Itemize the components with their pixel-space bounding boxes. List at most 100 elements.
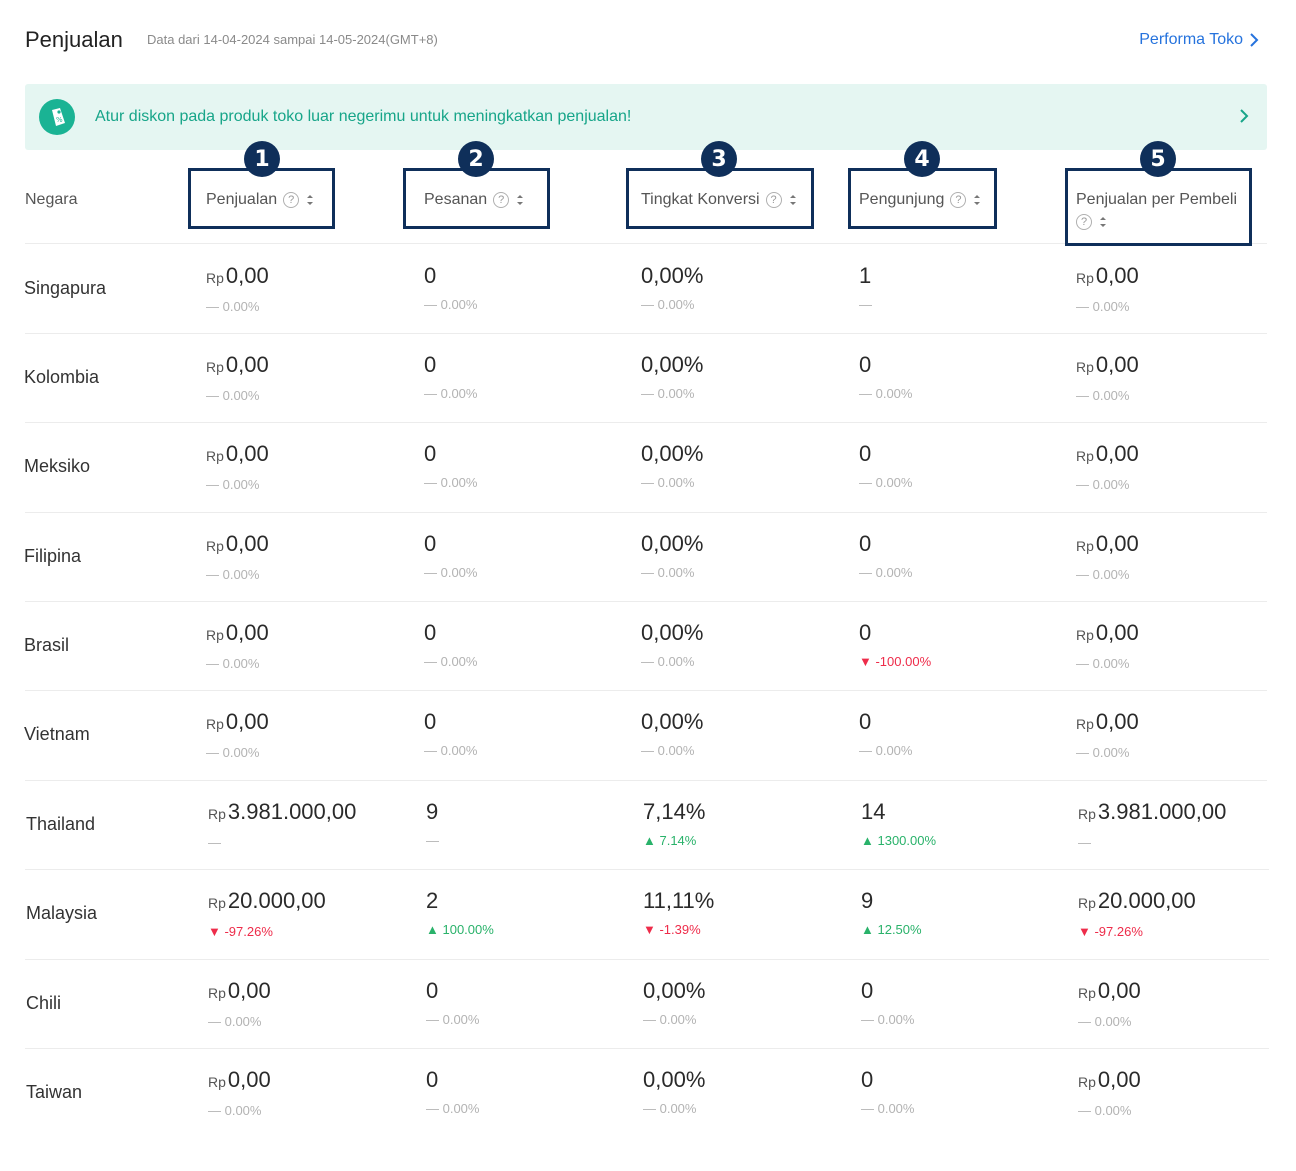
change-indicator: — 0.00% — [859, 743, 913, 758]
metric-number: 0,00 — [1095, 441, 1139, 466]
country-name: Thailand — [26, 814, 96, 834]
help-icon[interactable]: ? — [283, 192, 300, 208]
metric-number: 0 — [859, 709, 872, 734]
metric-number: 0,00 — [227, 978, 271, 1003]
currency-label: Rp — [1076, 627, 1094, 643]
metric-value: Rp3.981.000,00 — [1078, 799, 1226, 827]
metric-value: Rp0,00 — [1078, 1067, 1141, 1095]
metric-number: 0 — [424, 620, 437, 645]
currency-label: Rp — [1078, 985, 1096, 1001]
metric-number: 0 — [424, 441, 437, 466]
visitors-cell: 14 ▲ 1300.00% — [861, 799, 936, 849]
metric-number: 0 — [426, 1067, 439, 1092]
currency-label: Rp — [208, 1074, 226, 1090]
column-label: Penjualan — [206, 191, 278, 208]
metric-number: 0 — [861, 978, 874, 1003]
metric-value: 0 — [861, 1067, 914, 1093]
metric-number: 1 — [859, 263, 872, 288]
orders-cell: 0 — 0.00% — [424, 531, 477, 581]
change-indicator: — 0.00% — [206, 567, 260, 582]
metric-value: 0 — [859, 531, 912, 557]
currency-label: Rp — [208, 985, 226, 1001]
metric-number: 0,00% — [643, 978, 706, 1003]
column-label: Tingkat Konversi — [641, 191, 760, 208]
change-indicator: ▲ 7.14% — [643, 833, 697, 848]
metric-value: 0,00% — [641, 352, 703, 378]
change-indicator: ▼ -100.00% — [859, 654, 932, 669]
chevron-right-icon — [1250, 33, 1259, 47]
metric-number: 0,00 — [1095, 709, 1139, 734]
table-row: Vietnam Rp0,00— 0.00% 0— 0.00% 0,00% — 0.00%… — [24, 691, 1267, 781]
sales-cell: Rp0,00 — 0.00% — [206, 352, 269, 404]
table-row: Brasil Rp0,00— 0.00% 0— 0.00% 0,00% — 0.00% 0… — [24, 602, 1267, 691]
visitors-cell: 0 ▼ -100.00% — [859, 620, 931, 670]
sort-icon[interactable] — [515, 193, 525, 207]
metric-number: 2 — [426, 888, 439, 913]
orders-cell: 0 — 0.00% — [426, 978, 479, 1028]
metric-number: 0 — [424, 263, 437, 288]
sales-cell: Rp0,00 — 0.00% — [206, 441, 269, 493]
visitors-cell: 0 — 0.00% — [859, 441, 912, 491]
annotation-box-1 — [188, 168, 335, 229]
metric-number: 0,00% — [641, 441, 704, 466]
sort-icon[interactable] — [972, 193, 982, 207]
country-name: Vietnam — [24, 724, 90, 744]
help-icon[interactable]: ? — [950, 192, 967, 208]
change-indicator: — 0.00% — [1076, 299, 1130, 314]
annotation-box-3 — [626, 168, 814, 229]
conversion-cell: 0,00% — 0.00% — [641, 263, 703, 313]
metric-number: 0,00 — [1097, 978, 1141, 1003]
column-header-sales[interactable]: Penjualan ? — [206, 190, 315, 210]
country-name: Kolombia — [24, 367, 100, 387]
change-indicator: — 0.00% — [641, 386, 695, 401]
metric-number: 0,00% — [641, 352, 704, 377]
metric-value: 0 — [424, 263, 477, 289]
orders-cell: 9— — [426, 799, 439, 849]
change-indicator: — 0.00% — [426, 1101, 480, 1116]
column-header-visitors[interactable]: Pengunjung ? — [859, 190, 982, 210]
annotation-badge-5: 5 — [1140, 141, 1176, 177]
metric-value: Rp0,00 — [1076, 531, 1139, 559]
change-indicator: — 0.00% — [206, 388, 260, 403]
help-icon[interactable]: ? — [1076, 214, 1092, 230]
help-icon[interactable]: ? — [493, 192, 510, 208]
table-row: Taiwan Rp0,00— 0.00% 0— 0.00% 0,00% — 0.00% 0… — [25, 1049, 1269, 1139]
table-row: Meksiko Rp0,00— 0.00% 0— 0.00% 0,00% — 0.00%… — [24, 423, 1267, 513]
metric-number: 0,00 — [225, 709, 269, 734]
metric-value: 0 — [861, 978, 914, 1004]
currency-label: Rp — [206, 270, 224, 286]
help-icon[interactable]: ? — [765, 192, 782, 208]
change-indicator: — 0.00% — [424, 654, 478, 669]
column-header-orders[interactable]: Pesanan ? — [424, 190, 525, 210]
metric-number: 0 — [859, 531, 872, 556]
country-name: Meksiko — [24, 456, 91, 476]
sales-per-buyer-cell: Rp20.000,00 ▼ -97.26% — [1078, 888, 1196, 940]
shop-performance-link[interactable]: Performa Toko — [1139, 30, 1259, 50]
conversion-cell: 11,11% ▼ -1.39% — [643, 888, 714, 938]
change-indicator: ▲ 100.00% — [426, 922, 494, 937]
sales-cell: Rp0,00 — 0.00% — [208, 978, 271, 1030]
metric-value: Rp0,00 — [206, 263, 269, 291]
column-header-country: Negara — [25, 190, 77, 210]
column-header-sales-per-buyer[interactable]: Penjualan per Pembeli ? — [1076, 190, 1248, 230]
change-indicator: — 0.00% — [424, 475, 478, 490]
metric-value: 0,00% — [641, 620, 703, 646]
currency-label: Rp — [206, 448, 224, 464]
sort-icon[interactable] — [788, 193, 798, 207]
change-indicator: — 0.00% — [208, 1014, 262, 1029]
metric-number: 0,00% — [641, 263, 704, 288]
annotation-badge-3: 3 — [701, 141, 737, 177]
table-row: Malaysia Rp20.000,00 ▼ -97.26% 2 ▲ 100.00% 11… — [25, 870, 1269, 960]
metric-value: 9 — [861, 888, 922, 914]
discount-banner[interactable]: % Atur diskon pada produk toko luar nege… — [25, 84, 1267, 150]
metric-value: 1 — [859, 263, 872, 289]
change-indicator: ▲ 1300.00% — [861, 833, 937, 848]
currency-label: Rp — [1078, 1074, 1096, 1090]
currency-label: Rp — [208, 895, 226, 911]
column-header-conversion[interactable]: Tingkat Konversi ? — [641, 190, 798, 210]
metric-value: Rp0,00 — [206, 531, 269, 559]
sort-icon[interactable] — [305, 193, 315, 207]
sort-icon[interactable] — [1098, 215, 1108, 229]
conversion-cell: 0,00% — 0.00% — [643, 1067, 705, 1117]
